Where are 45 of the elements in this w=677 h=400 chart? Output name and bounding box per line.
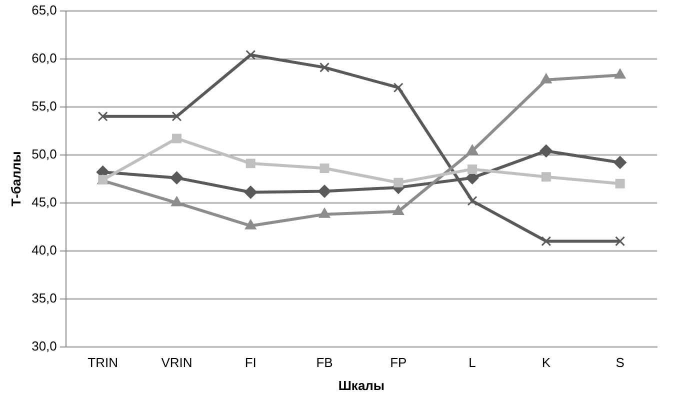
y-tick-label: 45,0 <box>32 194 57 210</box>
x-tick-label: L <box>468 355 476 370</box>
point <box>393 82 404 93</box>
point <box>541 172 551 182</box>
point <box>244 186 258 199</box>
point <box>320 164 330 173</box>
point <box>172 111 182 122</box>
x-tick-label: TRIN <box>88 355 118 370</box>
point <box>392 204 404 215</box>
point <box>466 144 478 154</box>
x-tick-label: VRIN <box>161 355 192 370</box>
x-tick-label: FB <box>316 355 333 370</box>
point <box>615 178 625 188</box>
point <box>318 208 330 218</box>
point <box>468 164 478 174</box>
y-axis-title: Т-баллы <box>8 151 24 206</box>
x-tick-label: S <box>616 355 625 370</box>
y-tick-label: 30,0 <box>32 338 57 354</box>
point <box>615 236 626 246</box>
point <box>467 196 478 206</box>
point <box>98 111 108 122</box>
point <box>541 236 552 246</box>
point <box>246 50 256 60</box>
point <box>320 62 330 72</box>
x-tick-label: K <box>542 355 551 370</box>
point <box>540 73 552 84</box>
x-tick-label: FI <box>244 355 256 370</box>
y-tick-label: 50,0 <box>32 146 57 162</box>
point <box>394 178 404 188</box>
y-tick-label: 60,0 <box>32 50 57 66</box>
y-tick-label: 65,0 <box>32 2 57 18</box>
y-tick-label: 55,0 <box>32 98 57 114</box>
point <box>540 144 553 158</box>
y-tick-label: 40,0 <box>32 242 57 258</box>
point <box>614 68 626 79</box>
point <box>171 196 182 206</box>
point <box>614 156 627 169</box>
point <box>170 171 184 184</box>
point <box>244 219 256 230</box>
point <box>172 134 182 144</box>
point <box>246 158 256 168</box>
x-tick-label: FP <box>390 355 407 370</box>
y-tick-label: 35,0 <box>32 290 57 306</box>
x-axis-title: Шкалы <box>338 378 385 393</box>
point <box>318 184 332 198</box>
